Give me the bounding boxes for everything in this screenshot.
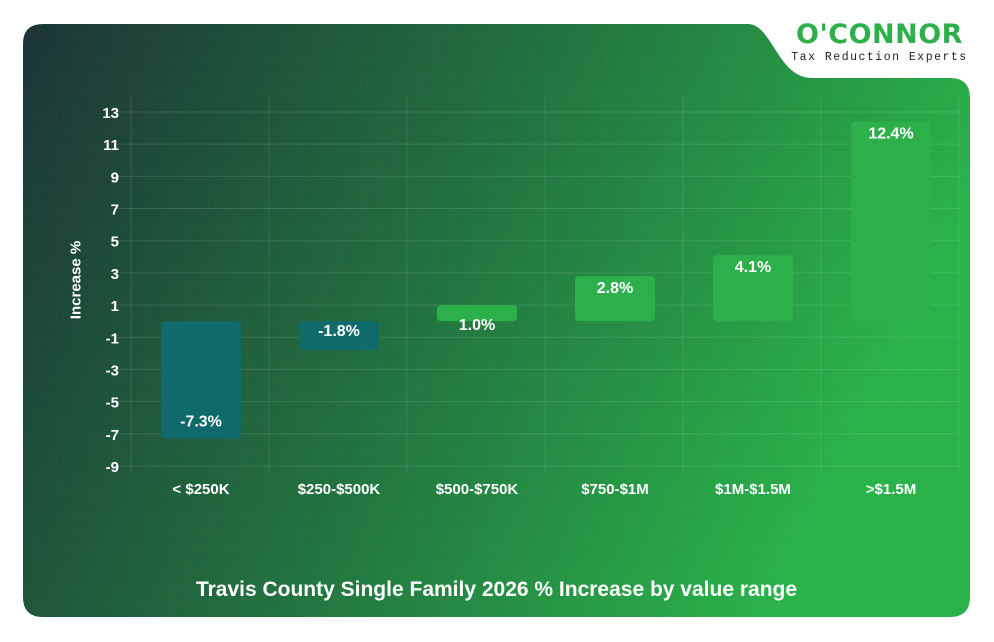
y-tick-label: -3: [106, 362, 119, 379]
chart-title: Travis County Single Family 2026 % Incre…: [195, 578, 798, 601]
y-tick-label: 3: [111, 266, 119, 283]
bar: [437, 305, 517, 322]
data-label: 12.4%: [868, 126, 913, 143]
y-tick-label: 9: [111, 169, 119, 186]
bar: [575, 276, 655, 322]
data-label: -1.8%: [318, 323, 360, 340]
bar: [851, 121, 931, 322]
y-tick-label: 7: [111, 202, 119, 219]
x-tick-label: >$1.5M: [866, 481, 916, 498]
x-tick-label: < $250K: [172, 481, 229, 498]
y-tick-label: -7: [106, 427, 119, 444]
y-tick-label: -1: [106, 330, 119, 347]
x-tick-label: $250-$500K: [298, 481, 381, 498]
bar: [299, 321, 379, 351]
bar: [713, 255, 793, 322]
y-axis-label: Increase %: [67, 240, 85, 320]
y-tick-label: 5: [111, 234, 119, 251]
x-tick-label: $750-$1M: [581, 481, 649, 498]
x-tick-label: $500-$750K: [436, 481, 519, 498]
data-label: 1.0%: [459, 317, 495, 334]
logo-tagline: Tax Reduction Experts: [791, 51, 968, 64]
y-tick-label: 1: [111, 298, 119, 315]
data-label: 2.8%: [597, 280, 633, 297]
y-tick-label: -9: [106, 459, 119, 476]
data-label: -7.3%: [180, 414, 222, 431]
y-tick-label: 11: [103, 137, 119, 154]
x-tick-label: $1M-$1.5M: [715, 481, 791, 498]
oconnor-logo: O'CONNOR Tax Reduction Experts: [787, 19, 972, 65]
y-tick-label: -5: [106, 395, 119, 412]
bar: [161, 321, 241, 439]
data-label: 4.1%: [735, 259, 771, 276]
logo-brand: O'CONNOR: [796, 19, 963, 50]
y-tick-label: 13: [102, 105, 119, 122]
